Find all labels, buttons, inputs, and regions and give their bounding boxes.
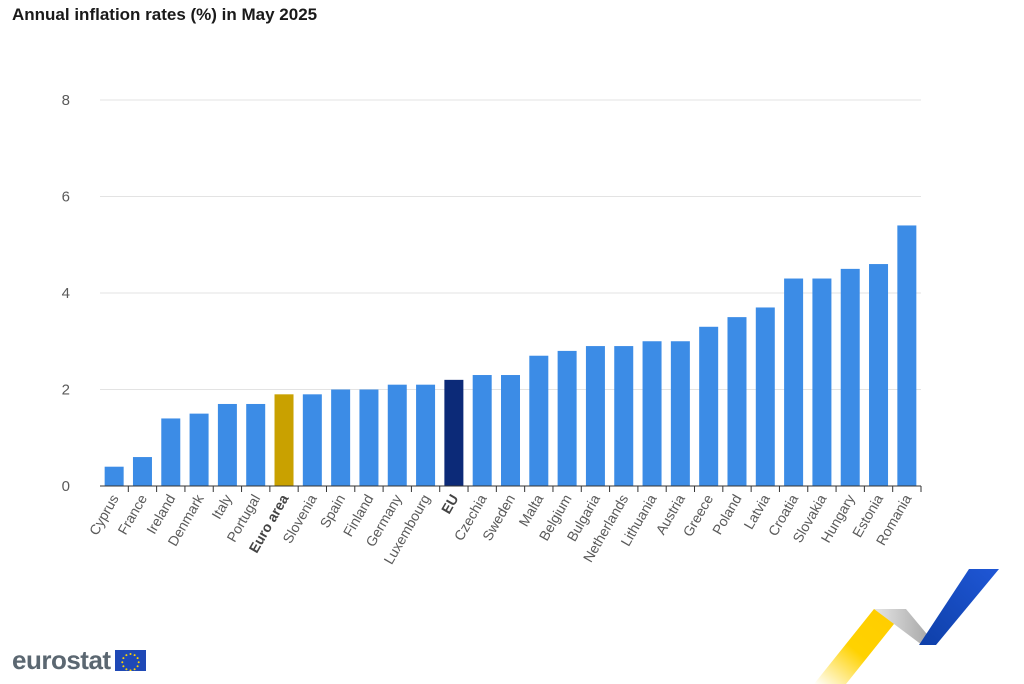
bar-estonia[interactable]: [869, 264, 889, 486]
bar-czechia[interactable]: [472, 375, 492, 486]
bar-belgium[interactable]: [557, 350, 577, 486]
bar-eu[interactable]: [444, 379, 464, 486]
bar-bulgaria[interactable]: [585, 346, 605, 486]
bar-malta[interactable]: [529, 355, 549, 486]
eurostat-swoosh-icon: [814, 569, 999, 684]
bar-denmark[interactable]: [189, 413, 209, 486]
bar-sweden[interactable]: [501, 375, 520, 486]
bar-euro-area[interactable]: [274, 394, 294, 486]
y-tick-label: 4: [62, 285, 70, 302]
bar-ireland[interactable]: [161, 418, 181, 486]
bar-finland[interactable]: [359, 389, 379, 487]
x-tick-label: EU: [438, 492, 462, 517]
bar-poland[interactable]: [727, 317, 747, 486]
bar-spain[interactable]: [331, 389, 351, 487]
y-tick-label: 2: [62, 382, 70, 399]
y-tick-label: 8: [62, 92, 70, 109]
x-tick-label: Italy: [208, 492, 235, 522]
bar-cyprus[interactable]: [104, 466, 124, 486]
bar-greece[interactable]: [699, 326, 719, 486]
bar-austria[interactable]: [670, 341, 690, 486]
bar-portugal[interactable]: [246, 403, 266, 486]
bar-lithuania[interactable]: [642, 341, 662, 486]
bar-slovenia[interactable]: [302, 394, 322, 486]
bar-netherlands[interactable]: [614, 346, 634, 486]
bar-romania[interactable]: [897, 225, 917, 486]
y-tick-label: 6: [62, 189, 70, 206]
eurostat-logo: eurostat: [12, 645, 146, 676]
eu-flag-icon: [114, 650, 146, 671]
y-tick-label: 0: [62, 478, 70, 495]
bar-france[interactable]: [132, 457, 152, 486]
bar-luxembourg[interactable]: [416, 384, 436, 486]
chart-title: Annual inflation rates (%) in May 2025: [12, 5, 318, 24]
bar-croatia[interactable]: [784, 278, 804, 486]
bar-germany[interactable]: [387, 384, 407, 486]
bar-italy[interactable]: [217, 403, 237, 486]
bar-hungary[interactable]: [840, 268, 860, 486]
bar-slovakia[interactable]: [812, 278, 832, 486]
brand-name: eurostat: [12, 645, 111, 675]
bar-latvia[interactable]: [755, 307, 775, 486]
